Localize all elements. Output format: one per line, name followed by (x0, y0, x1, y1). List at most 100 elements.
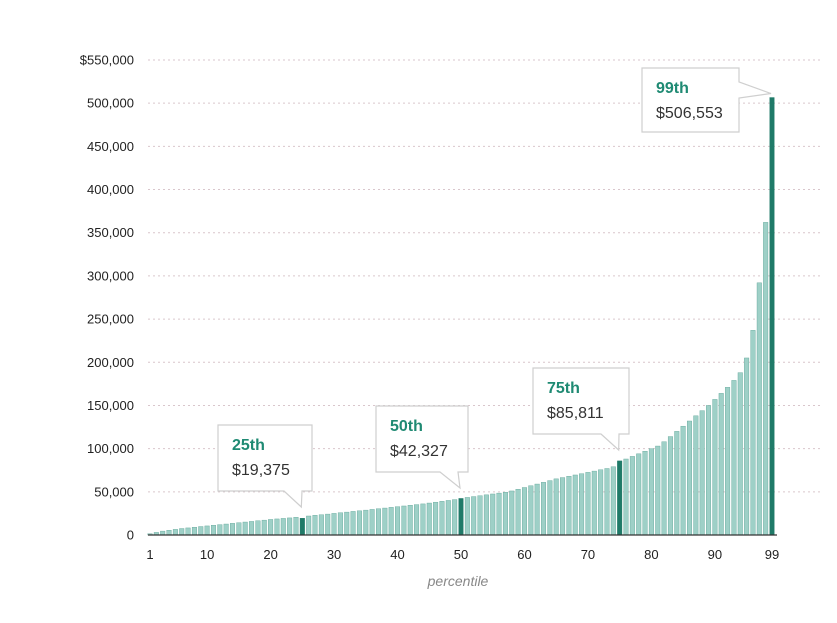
bar-p89 (706, 405, 712, 536)
bar-p96 (750, 330, 756, 536)
bar-p58 (509, 490, 515, 536)
bar-p76 (623, 458, 629, 536)
bar-p19 (261, 519, 267, 536)
bar-p15 (236, 522, 242, 536)
bar-p40 (395, 506, 401, 536)
x-tick-label: 60 (517, 547, 531, 562)
bar-p43 (414, 504, 420, 536)
bar-p6 (179, 528, 185, 536)
callout-box (217, 424, 313, 509)
bar-p31 (337, 512, 343, 536)
bar-p12 (217, 524, 223, 536)
y-tick-label: 200,000 (87, 355, 134, 370)
bar-p67 (566, 476, 572, 536)
callout-p50: 50th $42,327 (375, 405, 469, 490)
bar-p52 (471, 496, 477, 536)
bar-p83 (667, 436, 673, 536)
bar-p4 (166, 530, 172, 536)
bar-p84 (674, 431, 680, 536)
bar-p20 (268, 519, 274, 536)
bar-p51 (464, 497, 470, 536)
bar-p13 (223, 523, 229, 536)
highlighted-bar-p25 (299, 518, 305, 536)
bar-p16 (242, 521, 248, 536)
x-tick-label: 1 (146, 547, 153, 562)
callout-p99: 99th $506,553 (641, 67, 772, 133)
bar-p45 (426, 502, 432, 536)
bar-p56 (496, 492, 502, 536)
bar-p30 (331, 513, 337, 536)
bar-p38 (382, 507, 388, 536)
bar-p87 (693, 415, 699, 536)
bar-p95 (744, 357, 750, 536)
x-tick-label: 99 (765, 547, 779, 562)
bar-p8 (191, 527, 197, 536)
bar-p74 (610, 466, 616, 536)
bar-p85 (680, 425, 686, 536)
bar-p54 (483, 494, 489, 536)
bar-p49 (452, 499, 458, 536)
callout-value-label: $19,375 (232, 462, 290, 479)
callout-value-label: $506,553 (656, 105, 723, 122)
bar-p63 (541, 482, 546, 536)
y-tick-label: 400,000 (87, 182, 134, 197)
bar-p35 (363, 509, 369, 536)
bar-p41 (401, 505, 407, 536)
bar-p66 (560, 477, 566, 536)
bar-p92 (725, 387, 731, 536)
callout-p75: 75th $85,811 (532, 367, 630, 452)
y-tick-label: 100,000 (87, 441, 134, 456)
y-tick-label: 150,000 (87, 398, 134, 413)
x-tick-label: 50 (454, 547, 468, 562)
x-tick-label: 20 (263, 547, 277, 562)
bar-p59 (515, 489, 521, 536)
callout-value-label: $85,811 (547, 405, 604, 422)
bar-p72 (598, 469, 604, 536)
bar-p71 (591, 470, 597, 536)
bar-p32 (344, 511, 350, 536)
bar-p88 (699, 410, 705, 536)
x-tick-label: 10 (200, 547, 214, 562)
bar-p36 (369, 509, 375, 536)
bar-p5 (172, 529, 178, 536)
callout-percentile-label: 75th (547, 380, 580, 397)
bar-p60 (521, 487, 527, 536)
bar-p86 (687, 420, 692, 536)
bar-p64 (547, 480, 553, 536)
bar-p62 (534, 483, 540, 536)
bar-p23 (287, 517, 293, 536)
bar-p97 (756, 282, 762, 536)
y-tick-label: 250,000 (87, 312, 134, 327)
bar-p73 (604, 468, 610, 536)
x-tick-label: 90 (708, 547, 722, 562)
bar-p65 (553, 478, 559, 536)
x-tick-label: 30 (327, 547, 341, 562)
callout-percentile-label: 99th (656, 80, 689, 97)
x-tick-label: 80 (644, 547, 658, 562)
bar-p28 (318, 514, 324, 536)
bar-p53 (477, 495, 483, 536)
bar-p10 (204, 525, 210, 536)
bar-p18 (255, 520, 261, 536)
x-axis-title: percentile (427, 573, 489, 589)
bar-p82 (661, 441, 667, 536)
bar-p61 (528, 485, 534, 536)
bar-p14 (230, 523, 235, 536)
y-tick-label: 450,000 (87, 139, 134, 154)
bar-p78 (636, 453, 642, 536)
bar-p70 (585, 472, 591, 536)
bar-p33 (350, 511, 356, 536)
bar-p27 (312, 515, 318, 536)
y-tick-label: 50,000 (94, 484, 134, 499)
bar-p9 (198, 526, 204, 536)
bar-p47 (439, 501, 445, 536)
y-tick-label: 500,000 (87, 96, 134, 111)
bar-p26 (306, 515, 312, 536)
bar-p55 (490, 493, 496, 536)
callout-box (641, 67, 772, 133)
bar-p94 (737, 372, 743, 536)
highlighted-bar-p99 (769, 97, 775, 536)
bar-p11 (210, 525, 216, 536)
